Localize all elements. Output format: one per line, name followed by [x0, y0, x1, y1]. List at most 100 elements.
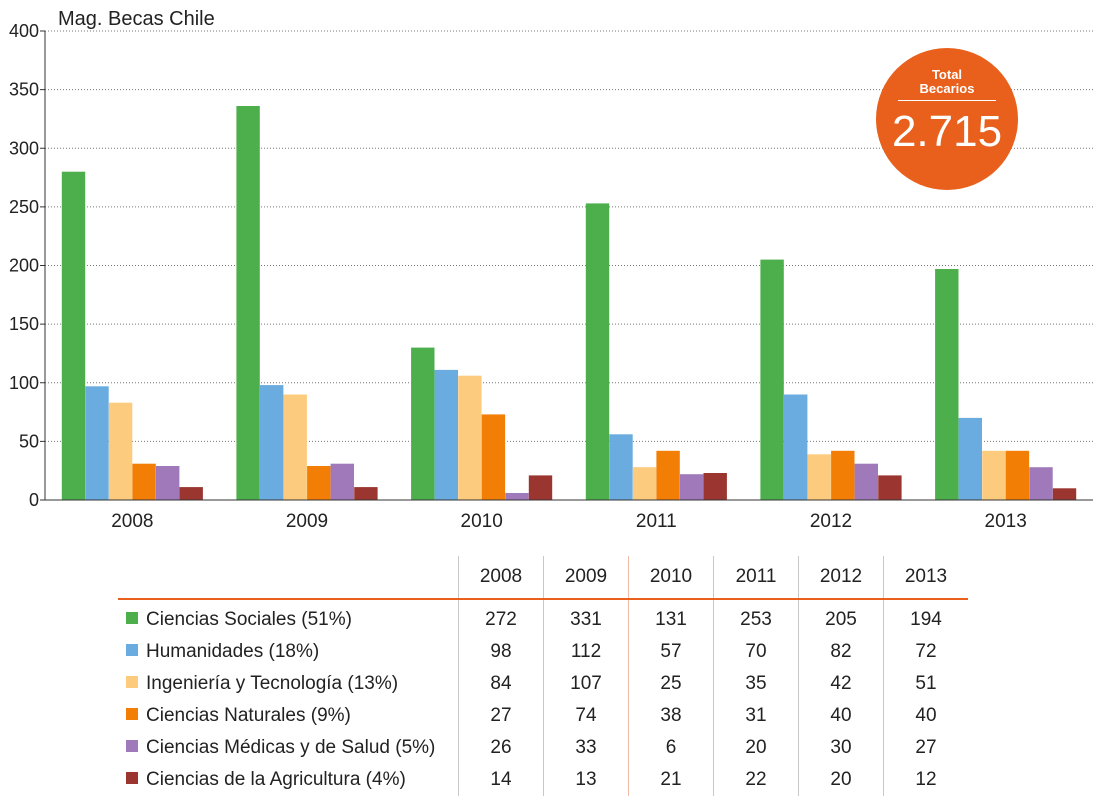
- y-tick-label: 200: [9, 256, 39, 276]
- bar-chart: Mag. Becas Chile 0 50 100 150 200 250 300 350 40…: [9, 8, 1093, 532]
- bar: [179, 487, 203, 500]
- table-row: Humanidades (18%) 98 112 57 70 82 72: [118, 636, 968, 668]
- total-becarios-badge: Total Becarios 2.715: [876, 48, 1018, 190]
- table-header-year: 2009: [543, 556, 629, 600]
- bar: [85, 386, 109, 500]
- bars: [61, 106, 1077, 500]
- table-cell: 131: [628, 599, 714, 636]
- bar: [132, 463, 156, 500]
- table-cell: 33: [543, 732, 629, 764]
- table-cell: 272: [458, 599, 544, 636]
- table-cell: 98: [458, 636, 544, 668]
- table-cell: 40: [883, 700, 968, 732]
- legend-swatch: [126, 676, 138, 688]
- table-cell: 27: [458, 700, 544, 732]
- row-label: Ciencias Médicas y de Salud (5%): [146, 737, 436, 758]
- bar: [330, 463, 354, 500]
- table-cell: 35: [713, 668, 799, 700]
- bar: [1052, 488, 1077, 500]
- table-header-year: 2008: [458, 556, 544, 600]
- bar: [1005, 450, 1030, 500]
- y-tick-label: 350: [9, 80, 39, 100]
- x-tick-label: 2010: [461, 511, 503, 532]
- bar: [632, 467, 657, 500]
- y-tick-label: 250: [9, 197, 39, 217]
- x-tick-label: 2013: [985, 511, 1027, 532]
- row-label: Humanidades (18%): [146, 641, 320, 662]
- table-cell: 42: [798, 668, 884, 700]
- y-tick-label: 0: [29, 490, 39, 510]
- table-cell: 40: [798, 700, 884, 732]
- table-header-year: 2012: [798, 556, 884, 600]
- table-cell: 38: [628, 700, 714, 732]
- y-tick-label: 150: [9, 314, 39, 334]
- table-cell: 84: [458, 668, 544, 700]
- table-row: Ciencias de la Agricultura (4%) 14 13 21…: [118, 764, 968, 796]
- bar: [307, 466, 331, 500]
- bar: [807, 454, 831, 500]
- table-header-year: 2011: [713, 556, 799, 600]
- data-table: 2008 2009 2010 2011 2012 2013 Ciencias S…: [118, 556, 968, 796]
- legend-swatch: [126, 740, 138, 752]
- x-tick-label: 2012: [810, 511, 852, 532]
- table-cell: 20: [713, 732, 799, 764]
- bar: [61, 171, 86, 500]
- badge-label-line1: Total: [931, 67, 963, 82]
- bar: [354, 487, 378, 500]
- legend-swatch: [126, 612, 138, 624]
- table-cell: 13: [543, 764, 629, 796]
- legend-swatch: [126, 644, 138, 656]
- table-row: Ciencias Sociales (51%) 272 331 131 253 …: [118, 599, 968, 636]
- table-cell: 31: [713, 700, 799, 732]
- bar: [935, 269, 959, 500]
- table-cell: 112: [543, 636, 629, 668]
- x-axis-ticks: 2008 2009 2010 2011 2012 2013: [111, 511, 1027, 532]
- table-cell: 74: [543, 700, 629, 732]
- bar: [505, 493, 529, 500]
- bar: [878, 475, 902, 500]
- legend-swatch: [126, 708, 138, 720]
- table-cell: 20: [798, 764, 884, 796]
- badge-value: 2.715: [891, 107, 1003, 156]
- legend-swatch: [126, 772, 138, 784]
- table-cell: 51: [883, 668, 968, 700]
- table-cell: 12: [883, 764, 968, 796]
- bar: [458, 375, 482, 500]
- bar: [656, 450, 680, 500]
- table-header-blank: [118, 556, 459, 600]
- table-cell: 25: [628, 668, 714, 700]
- chart-title: Mag. Becas Chile: [58, 8, 215, 30]
- bar: [411, 347, 435, 500]
- table-cell: 57: [628, 636, 714, 668]
- x-tick-label: 2008: [111, 511, 153, 532]
- table-row: Ciencias Médicas y de Salud (5%) 26 33 6…: [118, 732, 968, 764]
- bar: [680, 474, 704, 500]
- table-cell: 205: [798, 599, 884, 636]
- row-label: Ingeniería y Tecnología (13%): [146, 673, 399, 694]
- table-header-year: 2013: [883, 556, 968, 600]
- row-label: Ciencias de la Agricultura (4%): [146, 769, 406, 790]
- bar: [831, 450, 855, 500]
- y-tick-label: 100: [9, 373, 39, 393]
- badge-divider: [898, 100, 996, 101]
- bar: [156, 466, 180, 500]
- bar: [585, 203, 610, 500]
- bar: [1029, 467, 1053, 500]
- table-cell: 6: [628, 732, 714, 764]
- table-cell: 82: [798, 636, 884, 668]
- row-label: Ciencias Naturales (9%): [146, 705, 351, 726]
- y-tick-label: 400: [9, 21, 39, 41]
- bar: [703, 473, 727, 500]
- table-header-year: 2010: [628, 556, 714, 600]
- table-cell: 21: [628, 764, 714, 796]
- bar: [236, 106, 260, 500]
- bar: [283, 394, 307, 500]
- table-cell: 14: [458, 764, 544, 796]
- table-row: Ingeniería y Tecnología (13%) 84 107 25 …: [118, 668, 968, 700]
- badge-label-line2: Becarios: [919, 81, 975, 96]
- bar: [854, 463, 878, 500]
- table-cell: 72: [883, 636, 968, 668]
- bar: [108, 402, 133, 500]
- y-tick-label: 300: [9, 138, 39, 158]
- x-tick-label: 2011: [636, 511, 677, 532]
